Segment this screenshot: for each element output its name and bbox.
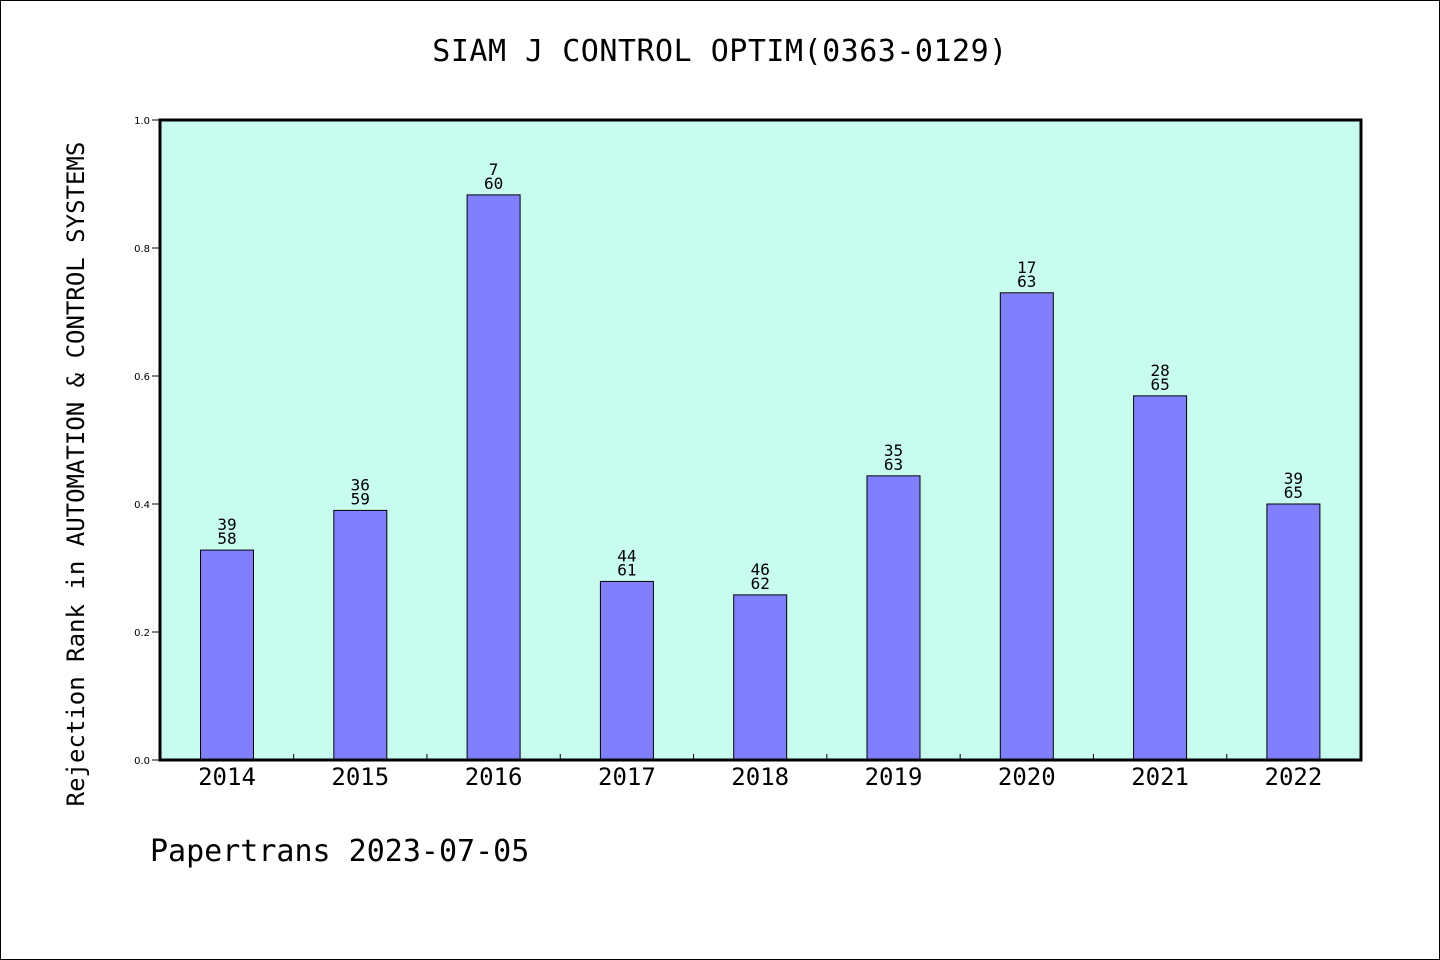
bar	[466, 194, 521, 761]
bar	[1133, 395, 1188, 761]
bar	[333, 509, 388, 761]
bar-label-rank: 46	[751, 560, 770, 579]
plot-border	[158, 118, 1363, 762]
y-tick-label: 0.0	[134, 756, 150, 767]
y-tick-label: 0.4	[134, 500, 150, 511]
x-tick-label: 2019	[865, 763, 923, 791]
x-tick-label: 2016	[465, 763, 523, 791]
bar-label-total: 58	[217, 529, 236, 548]
bar-label-rank: 39	[1284, 469, 1303, 488]
x-tick-label: 2020	[998, 763, 1056, 791]
bar-label-total: 60	[484, 174, 503, 193]
x-tick-label: 2022	[1265, 763, 1323, 791]
bar-label-total: 65	[1150, 375, 1169, 394]
bar-label-rank: 36	[351, 475, 370, 494]
bar	[733, 594, 788, 761]
bar-label-total: 65	[1284, 483, 1303, 502]
y-tick-label: 0.2	[134, 628, 150, 639]
bar-label-rank: 35	[884, 441, 903, 460]
x-tick-label: 2014	[198, 763, 256, 791]
bar-label-total: 63	[884, 455, 903, 474]
y-tick-label: 0.6	[134, 372, 150, 383]
bar-label-rank: 39	[217, 515, 236, 534]
footer-text: Papertrans 2023-07-05	[150, 834, 530, 869]
bar	[1266, 503, 1321, 761]
bar	[200, 549, 254, 761]
bar-label-rank: 7	[489, 160, 499, 179]
y-tick-label: 1.0	[134, 116, 150, 127]
x-tick-label: 2021	[1131, 763, 1189, 791]
x-tick-label: 2015	[331, 763, 389, 791]
bar-label-rank: 28	[1150, 361, 1169, 380]
bar-label-rank: 44	[617, 546, 636, 565]
bar	[599, 580, 654, 761]
bar-label-total: 59	[351, 489, 370, 508]
bar	[866, 475, 921, 761]
bar-label-total: 63	[1017, 272, 1036, 291]
bar	[999, 292, 1054, 761]
bar-label-total: 61	[617, 560, 636, 579]
bar-label-total: 62	[751, 574, 770, 593]
bar-label-rank: 17	[1017, 258, 1036, 277]
chart-title: SIAM J CONTROL OPTIM(0363-0129)	[432, 34, 1008, 69]
y-tick-label: 0.8	[134, 244, 150, 255]
x-tick-label: 2018	[731, 763, 789, 791]
x-tick-label: 2017	[598, 763, 656, 791]
